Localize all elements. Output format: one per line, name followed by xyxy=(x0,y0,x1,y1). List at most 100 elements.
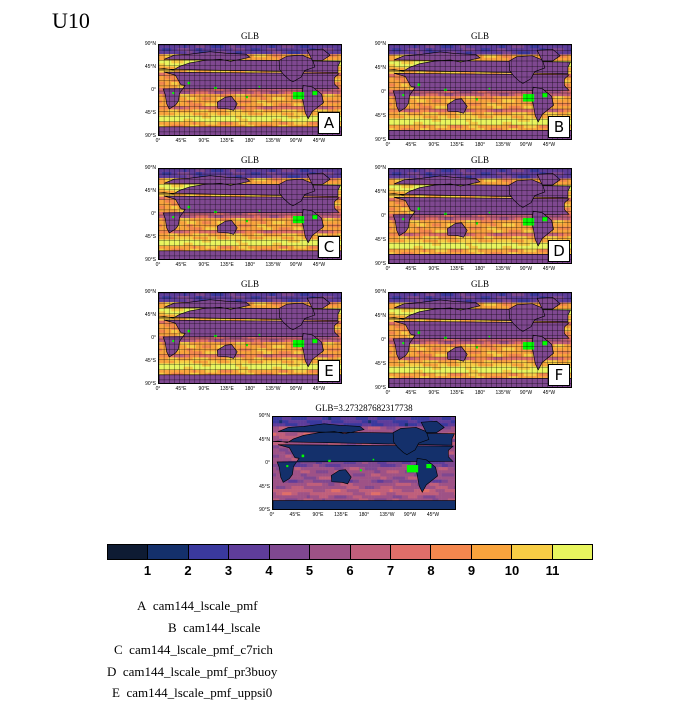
latitude-label: 0° xyxy=(151,87,156,93)
highlight-patch xyxy=(312,339,317,343)
legend-item-c: C cam144_lscale_pmf_c7rich xyxy=(114,642,273,658)
longitude-label: 0° xyxy=(386,390,391,396)
latitude-label: 0° xyxy=(151,211,156,217)
longitude-label: 135°E xyxy=(450,266,464,272)
highlight-patch xyxy=(246,96,248,98)
highlight-patch xyxy=(312,91,317,95)
highlight-patch xyxy=(293,216,304,223)
panel-letter-box: A xyxy=(318,112,340,134)
wind-speed-field xyxy=(389,293,572,388)
latitude-label: 90°N xyxy=(259,413,270,419)
map-field xyxy=(158,168,342,260)
wind-speed-field xyxy=(273,417,456,510)
longitude-label: 135°W xyxy=(265,138,280,144)
highlight-patch xyxy=(302,455,305,458)
colorbar-label: 9 xyxy=(468,563,475,578)
wind-speed-field xyxy=(159,45,342,136)
latitude-label: 90°S xyxy=(375,137,386,143)
wind-speed-field xyxy=(389,45,572,140)
longitude-label: 45°W xyxy=(543,390,555,396)
colorbar-swatch xyxy=(431,545,471,559)
panel-title: GLB xyxy=(388,31,572,41)
latitude-label: 45°N xyxy=(375,65,386,71)
longitude-label: 90°W xyxy=(520,266,532,272)
longitude-label: 135°W xyxy=(265,262,280,268)
longitude-label: 180° xyxy=(359,512,369,518)
highlight-patch xyxy=(360,469,362,471)
colorbar-swatch xyxy=(148,545,188,559)
highlight-patch xyxy=(328,460,331,462)
latitude-label: 45°S xyxy=(375,113,386,119)
longitude-label: 135°W xyxy=(379,512,394,518)
highlight-patch xyxy=(312,215,317,219)
highlight-patch xyxy=(214,335,217,337)
map-field xyxy=(158,44,342,136)
longitude-label: 45°W xyxy=(427,512,439,518)
panel-title: GLB xyxy=(158,279,342,289)
colorbar-swatch xyxy=(351,545,391,559)
highlight-patch xyxy=(373,459,375,461)
continent-outline xyxy=(389,254,572,264)
longitude-label: 45°E xyxy=(406,266,417,272)
longitude-label: 90°W xyxy=(520,390,532,396)
latitude-label: 90°S xyxy=(375,385,386,391)
latitude-label: 45°S xyxy=(375,361,386,367)
panel-title: GLB xyxy=(158,155,342,165)
latitude-label: 45°S xyxy=(259,484,270,490)
panel-letter-box: F xyxy=(548,364,570,386)
colorbar-label: 2 xyxy=(184,563,191,578)
latitude-label: 90°N xyxy=(375,289,386,295)
longitude-label: 135°W xyxy=(495,266,510,272)
map-field xyxy=(388,292,572,388)
colorbar-label: 8 xyxy=(427,563,434,578)
colorbar-swatch xyxy=(189,545,229,559)
figure-title: U10 xyxy=(52,8,90,34)
highlight-patch xyxy=(402,342,404,344)
longitude-label: 180° xyxy=(475,390,485,396)
highlight-patch xyxy=(259,210,261,212)
highlight-patch xyxy=(259,334,261,336)
highlight-patch xyxy=(476,222,478,224)
highlight-patch xyxy=(293,340,304,347)
latitude-label: 45°N xyxy=(145,188,156,194)
legend-item-d: D cam144_lscale_pmf_pr3buoy xyxy=(107,664,277,680)
continent-outline xyxy=(159,251,342,260)
longitude-label: 90°E xyxy=(313,512,324,518)
longitude-label: 135°E xyxy=(220,138,234,144)
colorbar-swatch xyxy=(512,545,552,559)
highlight-patch xyxy=(444,337,447,339)
legend-item-e: E cam144_lscale_pmf_uppsi0 xyxy=(112,685,272,701)
longitude-label: 135°E xyxy=(450,142,464,148)
highlight-patch xyxy=(523,94,534,101)
longitude-label: 45°W xyxy=(313,138,325,144)
colorbar-label: 10 xyxy=(505,563,519,578)
highlight-patch xyxy=(214,87,217,89)
latitude-label: 90°N xyxy=(145,41,156,47)
longitude-label: 0° xyxy=(386,142,391,148)
wind-speed-field xyxy=(159,169,342,260)
longitude-label: 45°E xyxy=(290,512,301,518)
latitude-label: 90°N xyxy=(375,41,386,47)
highlight-patch xyxy=(542,217,547,221)
colorbar-label: 6 xyxy=(346,563,353,578)
panel-title: GLB xyxy=(158,31,342,41)
latitude-label: 90°S xyxy=(259,507,270,513)
continent-outline xyxy=(159,375,342,384)
longitude-label: 135°E xyxy=(450,390,464,396)
longitude-label: 135°W xyxy=(265,386,280,392)
longitude-label: 45°E xyxy=(176,138,187,144)
longitude-label: 0° xyxy=(156,138,161,144)
panel-letter-box: C xyxy=(318,236,340,258)
highlight-patch xyxy=(426,464,431,468)
latitude-label: 0° xyxy=(381,89,386,95)
latitude-label: 45°S xyxy=(145,234,156,240)
longitude-label: 180° xyxy=(245,262,255,268)
longitude-label: 135°E xyxy=(334,512,348,518)
highlight-patch xyxy=(407,465,418,472)
colorbar-label: 5 xyxy=(306,563,313,578)
highlight-patch xyxy=(246,344,248,346)
longitude-label: 0° xyxy=(156,386,161,392)
